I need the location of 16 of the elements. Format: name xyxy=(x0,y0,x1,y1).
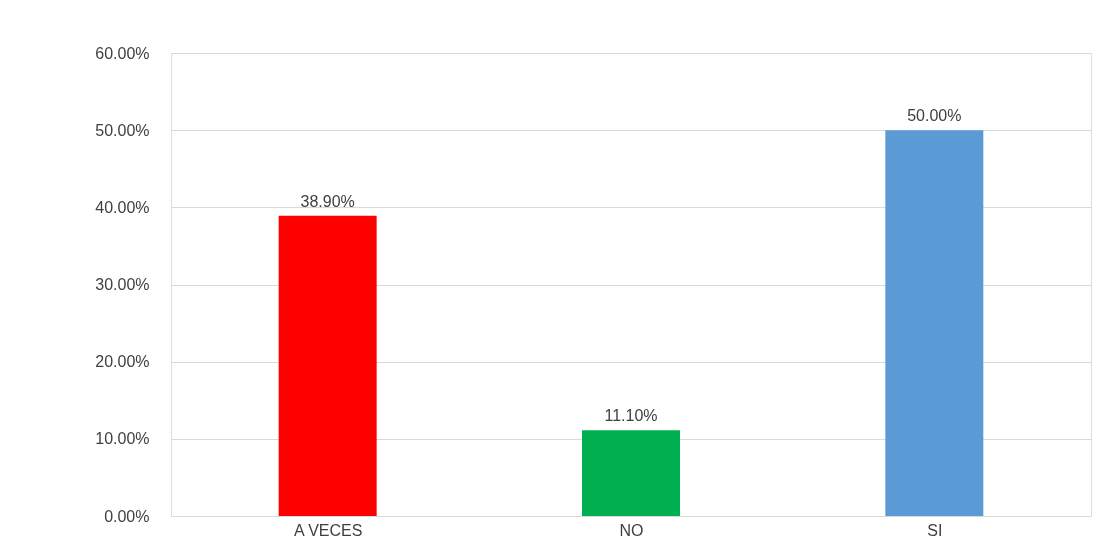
data-label: 38.90% xyxy=(300,192,355,210)
x-tick-label: NO xyxy=(619,521,644,539)
y-tick-label: 40.00% xyxy=(95,198,150,216)
y-tick-label: 20.00% xyxy=(95,353,150,371)
y-tick-label: 30.00% xyxy=(95,276,150,293)
y-tick-label: 10.00% xyxy=(95,430,150,448)
x-tick-label: A VECES xyxy=(293,521,363,539)
data-label: 11.10% xyxy=(604,407,658,425)
data-label: 50.00% xyxy=(907,107,962,125)
bar xyxy=(885,130,984,516)
bar xyxy=(582,430,680,516)
x-tick-label: SI xyxy=(927,521,943,539)
bar xyxy=(278,215,377,516)
y-tick-label: 50.00% xyxy=(95,121,150,139)
y-tick-label: 60.00% xyxy=(95,44,150,62)
y-tick-label: 0.00% xyxy=(104,507,150,525)
